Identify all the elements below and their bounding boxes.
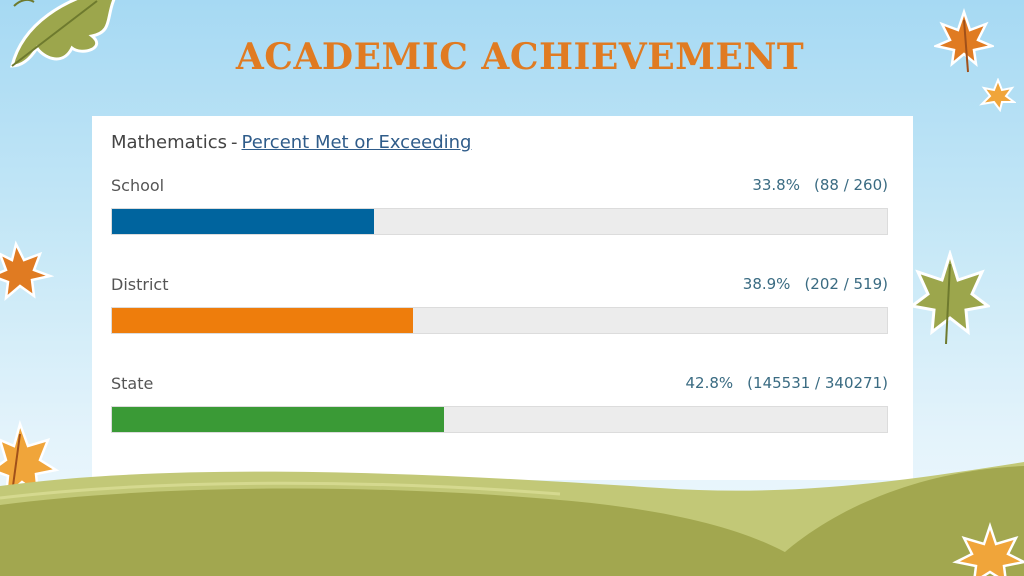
hill-highlight (0, 481, 561, 500)
metric-label: School (111, 176, 165, 195)
page-title: ACADEMIC ACHIEVEMENT (235, 36, 805, 78)
metric-row-state: State 42.8% (145531 / 340271) (111, 374, 888, 434)
metric-label: State (111, 374, 154, 393)
hill-left (0, 488, 820, 576)
leaf-small-right-icon (979, 78, 1016, 112)
metric-label: District (111, 275, 169, 294)
metric-count: (88 / 260) (813, 176, 888, 194)
chart-heading: Mathematics - Percent Met or Exceeding (111, 132, 471, 153)
chart-subject: Mathematics (111, 132, 227, 153)
metric-row-school: School 33.8% (88 / 260) (111, 176, 888, 236)
metric-values: 33.8% (88 / 260) (752, 176, 888, 194)
bar-track (111, 208, 888, 235)
metric-row-district: District 38.9% (202 / 519) (111, 275, 888, 335)
bar-track (111, 307, 888, 334)
leaf-bottom-left-icon (0, 420, 60, 509)
leaf-bottom-right-icon (952, 522, 1024, 576)
metric-values: 38.9% (202 / 519) (743, 275, 888, 293)
metric-percent: 33.8% (752, 176, 800, 194)
chart-title-link[interactable]: Percent Met or Exceeding (241, 132, 472, 153)
leaf-top-left-icon (10, 0, 116, 68)
bar-fill-state (112, 407, 444, 432)
bar-track (111, 406, 888, 433)
metric-count: (202 / 519) (804, 275, 888, 293)
heading-separator: - (231, 132, 238, 153)
metric-percent: 38.9% (742, 275, 791, 293)
metric-percent: 42.8% (685, 374, 734, 392)
leaf-left-mid-icon (0, 240, 54, 302)
bar-fill-school (112, 209, 374, 234)
leaf-right-mid-icon (910, 250, 990, 345)
metric-values: 42.8% (145531 / 340271) (686, 374, 888, 392)
chart-card: Mathematics - Percent Met or Exceeding Sch… (92, 116, 913, 480)
metric-count: (145531 / 340271) (747, 374, 888, 392)
leaf-top-right-icon (934, 8, 994, 73)
bar-fill-district (112, 308, 413, 333)
